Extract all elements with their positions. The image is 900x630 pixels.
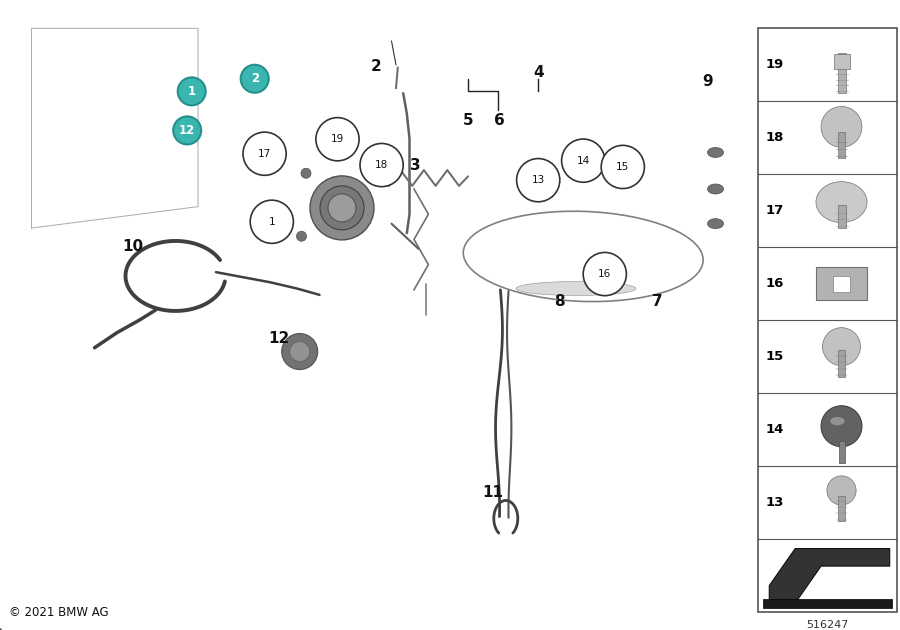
Text: 17: 17: [766, 204, 784, 217]
Bar: [838, 53, 845, 93]
Circle shape: [282, 333, 318, 370]
Bar: [816, 267, 867, 301]
Bar: [838, 496, 845, 521]
Text: 2: 2: [250, 72, 259, 85]
Circle shape: [173, 117, 202, 144]
Text: 6: 6: [494, 113, 505, 129]
Ellipse shape: [707, 147, 724, 158]
Text: 16: 16: [766, 277, 784, 290]
Text: 13: 13: [766, 496, 784, 510]
Bar: [763, 598, 892, 609]
Bar: [833, 276, 850, 292]
Bar: [833, 54, 850, 69]
Text: 15: 15: [766, 350, 784, 364]
Circle shape: [562, 139, 605, 182]
Text: 12: 12: [179, 124, 195, 137]
Circle shape: [827, 476, 856, 505]
Text: 17: 17: [258, 149, 271, 159]
Circle shape: [243, 132, 286, 175]
Text: 3: 3: [410, 158, 421, 173]
Circle shape: [373, 165, 383, 175]
Circle shape: [296, 231, 307, 241]
Bar: [838, 350, 845, 377]
Circle shape: [250, 200, 293, 243]
Text: 14: 14: [577, 156, 590, 166]
Bar: [838, 205, 845, 227]
FancyBboxPatch shape: [758, 28, 897, 612]
Polygon shape: [770, 549, 890, 603]
Circle shape: [823, 328, 860, 365]
Text: 18: 18: [375, 160, 388, 170]
Text: 15: 15: [616, 162, 629, 172]
Circle shape: [821, 106, 862, 147]
Ellipse shape: [707, 219, 724, 229]
Circle shape: [177, 77, 206, 105]
Text: 7: 7: [652, 294, 662, 309]
Text: 9: 9: [702, 74, 713, 89]
Ellipse shape: [516, 282, 636, 295]
Circle shape: [517, 159, 560, 202]
Circle shape: [310, 176, 374, 240]
Text: 8: 8: [554, 294, 565, 309]
Bar: [838, 132, 845, 158]
Ellipse shape: [831, 417, 844, 425]
Circle shape: [240, 65, 269, 93]
Circle shape: [320, 186, 364, 230]
Text: © 2021 BMW AG: © 2021 BMW AG: [9, 606, 109, 619]
Circle shape: [360, 144, 403, 186]
Text: 4: 4: [533, 65, 544, 80]
Bar: [839, 441, 844, 462]
Text: 2: 2: [371, 59, 382, 74]
Circle shape: [301, 168, 311, 178]
Circle shape: [328, 194, 356, 222]
Text: 5: 5: [463, 113, 473, 129]
Text: 14: 14: [766, 423, 784, 437]
Ellipse shape: [707, 184, 724, 194]
Text: 10: 10: [122, 239, 144, 255]
Circle shape: [316, 118, 359, 161]
Circle shape: [601, 146, 644, 188]
Text: 1: 1: [268, 217, 275, 227]
Ellipse shape: [816, 181, 867, 222]
Text: 16: 16: [598, 269, 611, 279]
Text: 18: 18: [766, 131, 784, 144]
Circle shape: [290, 341, 310, 362]
Text: 19: 19: [766, 59, 784, 71]
Text: 19: 19: [331, 134, 344, 144]
Text: 12: 12: [268, 331, 290, 346]
Text: 1: 1: [187, 85, 196, 98]
Text: 516247: 516247: [806, 621, 849, 630]
Text: 11: 11: [482, 485, 504, 500]
Circle shape: [583, 253, 626, 295]
Circle shape: [821, 406, 862, 447]
Text: 13: 13: [532, 175, 544, 185]
